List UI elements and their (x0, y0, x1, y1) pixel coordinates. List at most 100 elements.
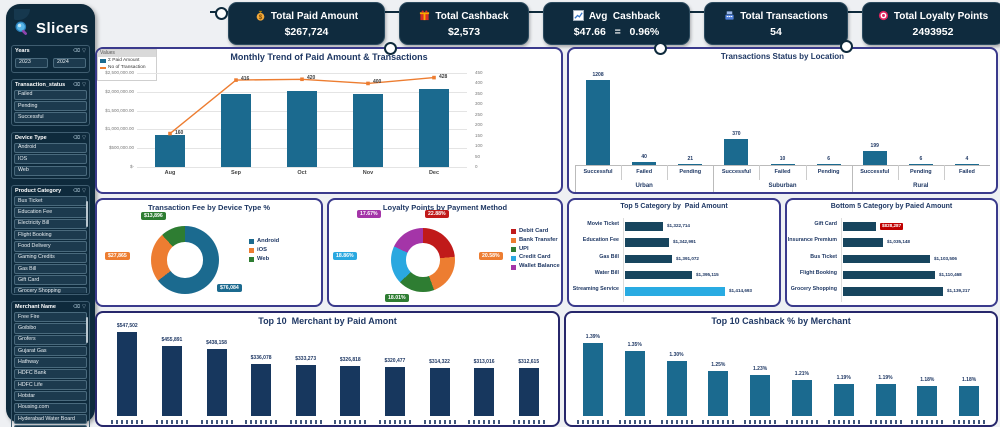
bar-merchant-9[interactable] (474, 367, 495, 416)
slicer-value-education-fee[interactable]: Education Fee (14, 207, 87, 218)
slicer-value-ios[interactable]: IOS (14, 154, 87, 165)
filter-icon[interactable]: ▽ (82, 303, 86, 310)
bar-gas-bill[interactable] (625, 254, 672, 264)
bar-merchant-2[interactable] (161, 346, 182, 416)
bar-paid-amount-Oct[interactable] (287, 90, 317, 167)
bar-grocery-shopping[interactable] (843, 287, 943, 296)
bar-merchant-1[interactable] (117, 332, 138, 416)
bar-merchant-1[interactable] (582, 343, 603, 416)
bar-merchant-6[interactable] (791, 379, 812, 416)
bar-merchant-3[interactable] (206, 348, 227, 416)
bar-merchant-10[interactable] (959, 385, 980, 416)
bar-paid-amount-Nov[interactable] (353, 93, 383, 167)
bar-gift-card[interactable] (843, 222, 876, 231)
slicer-value-free-fire[interactable]: Free Fire (14, 312, 87, 323)
bar-flight-booking[interactable] (843, 270, 935, 280)
clear-selections-icon[interactable]: ⌫ (73, 187, 81, 194)
slicer-value-hdfc-bank[interactable]: HDFC Bank (14, 368, 87, 379)
slicer-value-gujarat-gas[interactable]: Gujarat Gas (14, 346, 87, 357)
bar-rural-failed[interactable] (954, 163, 979, 165)
slicer-value-gaming-credits[interactable]: Gaming Credits (14, 252, 87, 263)
filter-icon[interactable]: ▽ (82, 187, 86, 194)
slicer-value-hotstar[interactable]: Hotstar (14, 391, 87, 402)
bar-urban-successful[interactable] (586, 79, 611, 165)
slicer-value-2024[interactable]: 2024 (53, 57, 86, 68)
legend-item-credit-card[interactable]: Credit Card (511, 255, 560, 261)
bar-insurance-premium[interactable] (843, 238, 883, 247)
slicer-value-android[interactable]: Android (14, 142, 87, 154)
slicer-value-gift-card[interactable]: Gift Card (14, 275, 87, 286)
legend-item-debit-card[interactable]: Debit Card (511, 228, 560, 235)
bar-merchant-4[interactable] (708, 371, 729, 416)
bar-paid-amount-Aug[interactable] (155, 135, 185, 167)
slicer-value-2023[interactable]: 2023 (15, 57, 48, 68)
legend-item-bank-transfer[interactable]: Bank Transfer (511, 237, 560, 244)
axis-line (623, 218, 624, 302)
bar-merchant-7[interactable] (833, 383, 854, 416)
magnifier-icon (15, 21, 27, 35)
slicer-value-web[interactable]: Web (14, 165, 87, 176)
bar-education-fee[interactable] (625, 238, 669, 247)
x-axis-label-clipped (953, 419, 986, 424)
bar-paid-amount-Sep[interactable] (221, 94, 251, 167)
bar-water-bill[interactable] (625, 270, 692, 280)
filter-icon[interactable]: ▽ (82, 134, 86, 141)
bar-merchant-7[interactable] (384, 366, 405, 416)
bar-movie-ticket[interactable] (625, 222, 663, 231)
slicer-value-bus-ticket[interactable]: Bus Ticket (14, 196, 87, 207)
legend-item-ios[interactable]: iOS (249, 247, 279, 254)
slicer-scrollbar[interactable] (85, 316, 88, 343)
bar-urban-pending[interactable] (678, 163, 703, 165)
bar-merchant-6[interactable] (340, 365, 361, 416)
slicer-value-gas-bill[interactable]: Gas Bill (14, 264, 87, 275)
slicer-value-flight-booking[interactable]: Flight Booking (14, 230, 87, 241)
bar-streaming-service[interactable] (625, 287, 725, 296)
legend-item-wallet-balance[interactable]: Wallet Balance (511, 263, 560, 270)
bar-suburban-successful[interactable] (724, 138, 749, 165)
filter-icon[interactable]: ▽ (82, 81, 86, 88)
bar-urban-failed[interactable] (632, 162, 657, 165)
legend-item-android[interactable]: Android (249, 238, 279, 245)
bar-merchant-8[interactable] (875, 383, 896, 416)
slicer-value-hathway[interactable]: Hathway (14, 357, 87, 368)
slicer-scrollbar[interactable] (85, 200, 88, 227)
bar-merchant-2[interactable] (624, 351, 645, 416)
donut-chart[interactable] (151, 226, 219, 294)
slicer-value-hdfc-life[interactable]: HDFC Life (14, 380, 87, 391)
slicer-value-pending[interactable]: Pending (14, 101, 87, 112)
slicer-value-electricity-bill[interactable]: Electricity Bill (14, 218, 87, 229)
bar-merchant-3[interactable] (666, 361, 687, 416)
kpi-value: 2493952 (912, 25, 954, 38)
bar-bus-ticket[interactable] (843, 254, 930, 264)
bar-merchant-10[interactable] (518, 368, 539, 416)
donut-chart[interactable] (391, 228, 455, 292)
clear-selections-icon[interactable]: ⌫ (73, 134, 81, 141)
bar-suburban-failed[interactable] (770, 163, 795, 165)
clear-selections-icon[interactable]: ⌫ (73, 48, 81, 54)
legend-item-web[interactable]: Web (249, 256, 279, 263)
bar-suburban-pending[interactable] (816, 163, 841, 165)
clear-selections-icon[interactable]: ⌫ (73, 81, 81, 88)
slicer-value-grocery-shopping[interactable]: Grocery Shopping (14, 286, 87, 293)
bar-merchant-5[interactable] (750, 375, 771, 416)
clear-selections-icon[interactable]: ⌫ (73, 303, 81, 310)
panel-payment-donut: Loyalty Points by Payment Method 22.88% 2… (327, 198, 563, 307)
chart-legend: Debit Card Bank Transfer UPI Credit Card Wal… (511, 226, 560, 273)
slicer-value-food-delivery[interactable]: Food Delivery (14, 241, 87, 252)
slicer-value-hyderabad-water-board[interactable]: Hyderabad Water Board (14, 414, 87, 425)
bar-rural-successful[interactable] (862, 150, 887, 165)
bar-merchant-9[interactable] (917, 385, 938, 416)
slicer-value-goibibo[interactable]: Goibibo (14, 323, 87, 334)
bar-merchant-8[interactable] (429, 367, 450, 416)
slicer-value-successful[interactable]: Successful (14, 112, 87, 123)
legend-item-upi[interactable]: UPI (511, 246, 560, 253)
bar-merchant-4[interactable] (251, 364, 272, 416)
filter-icon[interactable]: ▽ (82, 48, 86, 54)
bar-rural-pending[interactable] (908, 163, 933, 165)
x-axis-label-clipped (618, 419, 651, 424)
bar-paid-amount-Dec[interactable] (419, 88, 449, 167)
bar-merchant-5[interactable] (295, 364, 316, 416)
slicer-value-housing-com[interactable]: Housing.com (14, 402, 87, 413)
slicer-value-grofers[interactable]: Grofers (14, 334, 87, 345)
slicer-value-failed[interactable]: Failed (14, 89, 87, 100)
